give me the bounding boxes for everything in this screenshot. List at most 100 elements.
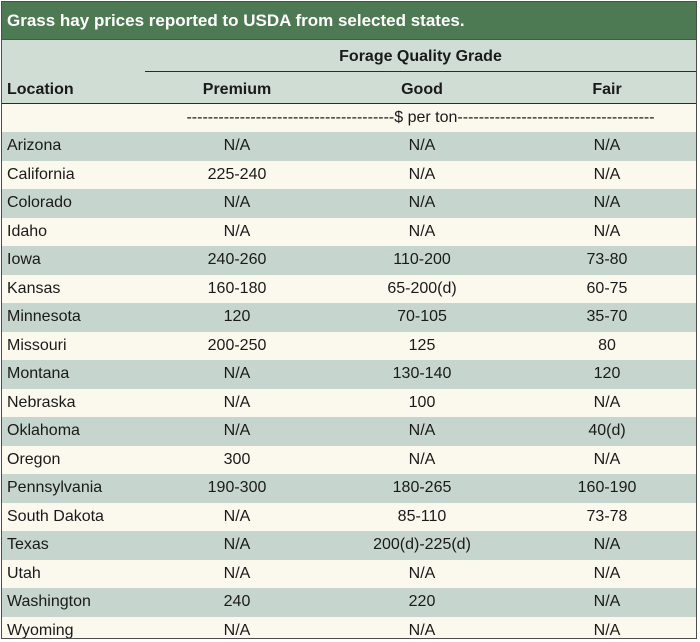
premium-cell: 160-180: [207, 279, 267, 297]
header-rule: [2, 103, 696, 104]
units-label: ---------------------------------------$…: [186, 109, 655, 126]
location-cell: Utah: [7, 564, 41, 582]
table-row: Utah N/A N/A N/A: [2, 559, 696, 588]
fair-cell: N/A: [593, 593, 621, 610]
fair-cell: N/A: [593, 165, 621, 183]
table-row: California 225-240 N/A N/A: [2, 160, 696, 189]
good-cell: N/A: [408, 422, 436, 439]
table-row: Idaho N/A N/A N/A: [2, 217, 696, 246]
good-cell: 180-265: [392, 479, 452, 496]
premium-cell: 190-300: [207, 479, 267, 496]
good-cell: N/A: [408, 621, 436, 639]
table-row: Iowa 240-260 110-200 73-80: [2, 246, 696, 275]
premium-cell: N/A: [223, 393, 251, 411]
location-cell: California: [7, 165, 75, 183]
premium-cell: N/A: [223, 564, 251, 582]
fair-cell: N/A: [593, 450, 621, 468]
premium-cell: N/A: [223, 507, 251, 525]
fair-cell: 35-70: [586, 308, 628, 325]
table-row: Washington 240 220 N/A: [2, 588, 696, 617]
good-cell: 110-200: [393, 251, 451, 268]
fair-cell: N/A: [593, 621, 621, 639]
table-row: Missouri 200-250 125 80: [2, 331, 696, 360]
fair-cell: 80: [598, 336, 616, 354]
table-title: Grass hay prices reported to USDA from s…: [2, 2, 696, 40]
premium-cell: N/A: [223, 194, 251, 211]
location-cell: Arizona: [7, 137, 62, 154]
good-cell: N/A: [408, 137, 436, 154]
location-cell: Oregon: [7, 450, 61, 468]
premium-cell: 120: [223, 308, 251, 325]
premium-cell: N/A: [223, 137, 251, 154]
fair-cell: N/A: [593, 536, 621, 553]
table-row: Montana N/A 130-140 120: [2, 360, 696, 389]
good-cell: 130-140: [392, 365, 452, 382]
premium-cell: N/A: [223, 222, 251, 240]
fair-cell: N/A: [593, 137, 621, 154]
good-cell: N/A: [408, 564, 436, 582]
good-cell: 85-110: [397, 507, 447, 525]
fair-column-header: Fair: [592, 81, 622, 98]
table-row: Oklahoma N/A N/A 40(d): [2, 417, 696, 446]
table-row: Wyoming N/A N/A N/A: [2, 616, 696, 639]
fair-cell: N/A: [593, 194, 621, 211]
table-header: Forage Quality Grade Location Premium Go…: [2, 40, 696, 104]
good-cell: N/A: [408, 222, 436, 240]
premium-cell: 300: [223, 450, 251, 468]
location-cell: Wyoming: [7, 621, 74, 639]
fair-cell: N/A: [593, 564, 621, 582]
premium-cell: N/A: [223, 621, 251, 639]
location-column-header: Location: [7, 81, 74, 98]
table-row: Oregon 300 N/A N/A: [2, 445, 696, 474]
location-cell: Minnesota: [7, 308, 81, 325]
location-cell: Montana: [7, 365, 70, 382]
table-row: South Dakota N/A 85-110 73-78: [2, 502, 696, 531]
good-cell: 125: [408, 336, 436, 354]
good-column-header: Good: [401, 81, 443, 98]
fair-cell: 60-75: [586, 279, 628, 297]
location-cell: Texas: [7, 536, 49, 553]
good-cell: N/A: [408, 450, 436, 468]
good-cell: 220: [408, 593, 436, 610]
premium-cell: N/A: [223, 422, 251, 439]
location-cell: Idaho: [7, 222, 48, 240]
table-row: Nebraska N/A 100 N/A: [2, 388, 696, 417]
location-cell: Iowa: [7, 251, 41, 268]
table-row: Colorado N/A N/A N/A: [2, 189, 696, 218]
premium-column-header: Premium: [202, 81, 272, 98]
premium-cell: 240-260: [207, 251, 267, 268]
group-header-rule: [145, 71, 696, 72]
fair-cell: N/A: [593, 393, 621, 411]
location-cell: South Dakota: [7, 507, 104, 525]
good-cell: 65-200(d): [387, 279, 457, 297]
good-cell: N/A: [408, 194, 436, 211]
good-cell: 200(d)-225(d): [373, 536, 471, 553]
location-cell: Nebraska: [7, 393, 76, 411]
premium-cell: 240: [223, 593, 251, 610]
location-cell: Colorado: [7, 194, 72, 211]
table-row: Texas N/A 200(d)-225(d) N/A: [2, 531, 696, 560]
premium-cell: 225-240: [207, 165, 267, 183]
location-cell: Oklahoma: [7, 422, 80, 439]
table-row: Kansas 160-180 65-200(d) 60-75: [2, 274, 696, 303]
good-cell: N/A: [408, 165, 436, 183]
premium-cell: N/A: [223, 536, 251, 553]
location-cell: Pennsylvania: [7, 479, 103, 496]
fair-cell: 160-190: [577, 479, 637, 496]
table-row: Pennsylvania 190-300 180-265 160-190: [2, 474, 696, 503]
table-row: Arizona N/A N/A N/A: [2, 132, 696, 161]
location-cell: Washington: [7, 593, 91, 610]
good-cell: 100: [408, 393, 436, 411]
table-row: Minnesota 120 70-105 35-70: [2, 303, 696, 332]
column-group-header: Forage Quality Grade: [339, 48, 502, 65]
premium-cell: 200-250: [207, 336, 267, 354]
fair-cell: N/A: [593, 222, 621, 240]
location-cell: Missouri: [7, 336, 67, 354]
table-body: Arizona N/A N/A N/A California 225-240 N/A N/A C…: [2, 132, 696, 639]
units-row: ---------------------------------------$…: [2, 104, 696, 132]
location-cell: Kansas: [7, 279, 61, 297]
fair-cell: 73-80: [586, 251, 628, 268]
good-cell: 70-105: [397, 308, 447, 325]
premium-cell: N/A: [223, 365, 251, 382]
